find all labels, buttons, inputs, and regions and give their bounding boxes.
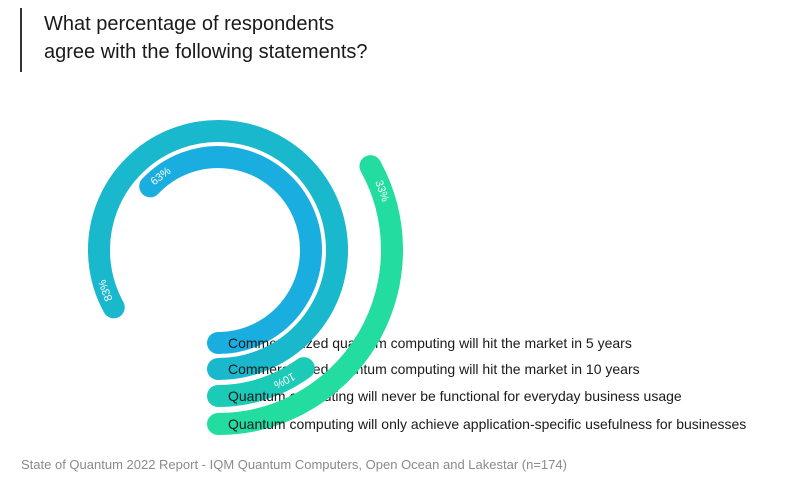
arc-bar-end-2 bbox=[218, 358, 220, 380]
source-note: State of Quantum 2022 Report - IQM Quant… bbox=[21, 457, 567, 472]
chart-title: What percentage of respondents agree wit… bbox=[44, 10, 644, 66]
chart-title-line-2: agree with the following statements? bbox=[44, 41, 368, 63]
arc-bar-end-1 bbox=[218, 332, 220, 354]
chart-title-line-1: What percentage of respondents bbox=[44, 13, 335, 35]
arc-bar-4 bbox=[207, 155, 403, 435]
category-label-1: Commercialized quantum computing will hi… bbox=[228, 335, 632, 351]
arc-bar-1 bbox=[139, 146, 322, 354]
category-label-3: Quantum computing will never be function… bbox=[228, 388, 682, 404]
title-accent-bar bbox=[20, 8, 22, 72]
arc-bar-end-4 bbox=[218, 413, 220, 435]
arc-bar-3 bbox=[207, 357, 315, 407]
arc-bar-end-3 bbox=[218, 385, 220, 407]
category-label-4: Quantum computing will only achieve appl… bbox=[228, 416, 746, 432]
arc-bar-2 bbox=[88, 120, 348, 380]
